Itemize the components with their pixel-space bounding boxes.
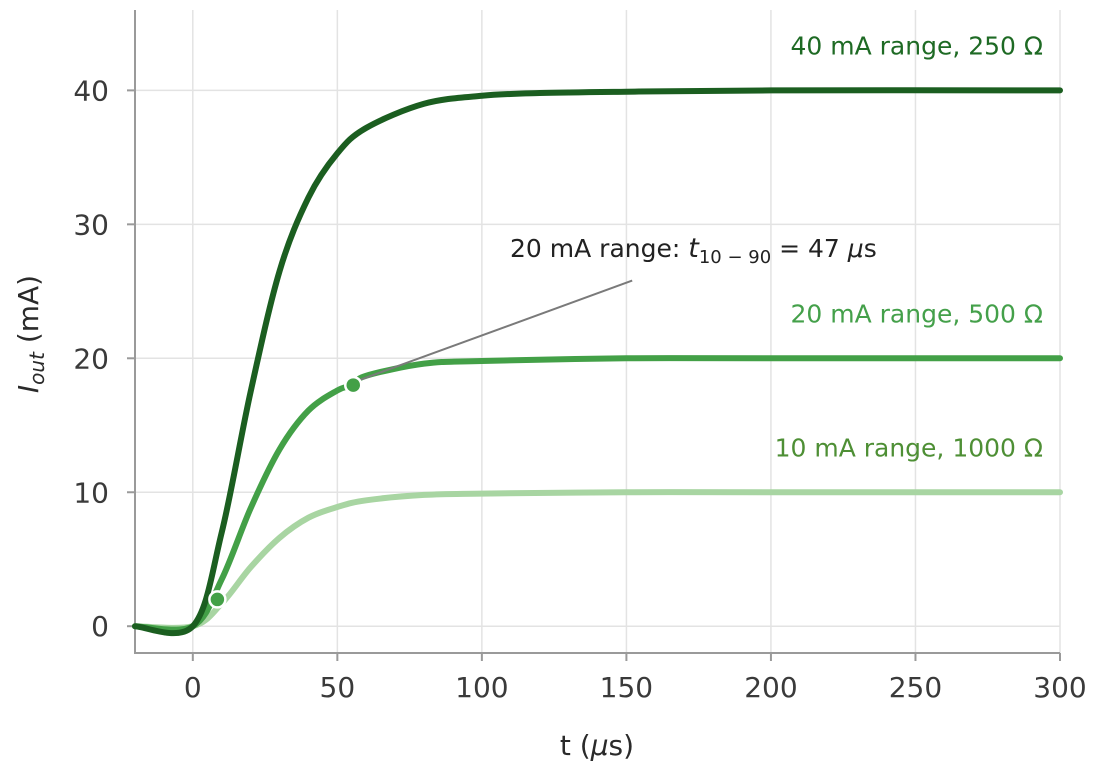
series-lines [132,87,1063,637]
x-tick-label: 250 [889,671,942,704]
y-axis-title-unit: (mA) [12,275,45,352]
x-tick-label: 100 [455,671,508,704]
y-axis-title-main: I [12,385,45,393]
x-tick-label: 0 [184,671,202,704]
y-tick-label: 0 [91,610,109,643]
x-tick-label: 50 [320,671,356,704]
y-tick-label: 20 [73,342,109,375]
y-tick-label: 10 [73,476,109,509]
series-label-2: 40 mA range, 250 Ω [790,31,1043,60]
x-axis-title: t (μs) [560,729,634,762]
series-labels: 10 mA range, 1000 Ω 20 mA range, 500 Ω 40 … [775,31,1043,462]
annotation-pointer [360,279,633,381]
annotation-prefix: 20 mA range: [510,234,688,263]
x-tick-label: 200 [744,671,797,704]
series-label-0: 10 mA range, 1000 Ω [775,433,1043,462]
x-axis-title-end: ) [623,729,634,762]
x-tick-label: 300 [1033,671,1086,704]
x-ticks: 0 50 100 150 200 250 300 [184,653,1087,704]
grid [135,10,1061,653]
series-line-0 [132,489,1063,631]
x-tick-label: 150 [600,671,653,704]
annotation-unit: μ [847,234,864,263]
y-axis-title-sub: out [25,351,49,385]
series-line-2 [132,87,1063,637]
x-axis-title-mu: μ [590,729,609,762]
markers [208,375,363,609]
y-tick-label: 30 [73,208,109,241]
y-ticks: 0 10 20 30 40 [73,74,135,643]
y-tick-label: 40 [73,74,109,107]
series-label-1: 20 mA range, 500 Ω [790,299,1043,328]
x-axis-title-main: t ( [560,729,591,762]
annotation-text: 20 mA range: t10 − 90 = 47 μs [510,233,877,268]
marker-1 [343,375,363,395]
y-axis-title: Iout (mA) [12,275,49,393]
annotation-equals: = 47 [771,234,848,263]
annotation-unit-s: s [864,234,877,263]
annotation-sub: 10 − 90 [699,247,771,268]
annotation-var: t [688,233,700,264]
marker-0 [208,590,227,609]
annotation: 20 mA range: t10 − 90 = 47 μs [360,233,877,381]
x-axis-title-s: s [609,729,624,762]
axis-frame [134,10,1060,654]
axes [134,10,1060,654]
